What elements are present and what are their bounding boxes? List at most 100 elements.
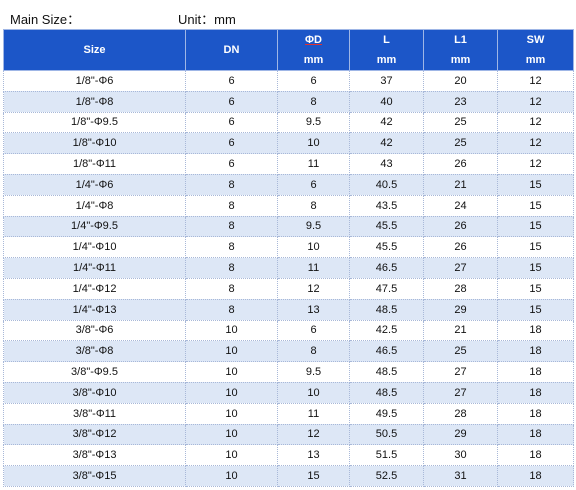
cell-l1: 30 — [423, 444, 498, 467]
cell-sw: 15 — [497, 299, 574, 321]
cell-l1: 21 — [423, 320, 498, 342]
cell-size: 3/8"-Φ12 — [3, 424, 186, 446]
cell-sw: 18 — [497, 465, 574, 487]
cell-l: 40.5 — [349, 174, 424, 196]
cell-dn: 10 — [185, 340, 278, 363]
header-sw-unit: mm — [525, 54, 546, 66]
cell-l1: 27 — [423, 257, 498, 279]
cell-sw: 15 — [497, 236, 574, 259]
cell-l1: 21 — [423, 174, 498, 196]
table-row: 3/8"-Φ12 10 12 50.5 29 18 — [3, 424, 574, 446]
header-l1-label: L1 — [454, 34, 467, 46]
cell-sw: 15 — [497, 257, 574, 279]
cell-od: 12 — [277, 424, 350, 446]
cell-sw: 18 — [497, 424, 574, 446]
cell-od: 6 — [277, 320, 350, 342]
cell-l1: 28 — [423, 403, 498, 425]
header-od-unit: mm — [303, 54, 324, 66]
cell-dn: 8 — [185, 236, 278, 259]
table-row: 1/4"-Φ10 8 10 45.5 26 15 — [3, 236, 574, 259]
table-row: 1/4"-Φ9.5 8 9.5 45.5 26 15 — [3, 216, 574, 238]
cell-dn: 10 — [185, 382, 278, 404]
table-row: 1/8"-Φ11 6 11 43 26 12 — [3, 153, 574, 175]
cell-l: 49.5 — [349, 403, 424, 425]
table-caption: Main Size： Unit：mm — [10, 9, 570, 27]
table-row: 3/8"-Φ15 10 15 52.5 31 18 — [3, 465, 574, 487]
cell-dn: 8 — [185, 195, 278, 217]
cell-l: 51.5 — [349, 444, 424, 467]
cell-od: 6 — [277, 70, 350, 92]
cell-sw: 18 — [497, 340, 574, 363]
cell-l: 45.5 — [349, 236, 424, 259]
header-size-label: Size — [83, 44, 106, 56]
cell-od: 11 — [277, 257, 350, 279]
cell-size: 1/4"-Φ13 — [3, 299, 186, 321]
cell-l: 42.5 — [349, 320, 424, 342]
cell-l: 50.5 — [349, 424, 424, 446]
cell-size: 3/8"-Φ13 — [3, 444, 186, 467]
cell-sw: 18 — [497, 403, 574, 425]
cell-l: 42 — [349, 132, 424, 155]
cell-dn: 6 — [185, 153, 278, 175]
cell-l1: 29 — [423, 299, 498, 321]
cell-l: 43.5 — [349, 195, 424, 217]
table-row: 1/8"-Φ6 6 6 37 20 12 — [3, 70, 574, 92]
cell-l: 45.5 — [349, 216, 424, 238]
cell-dn: 10 — [185, 465, 278, 487]
cell-l: 46.5 — [349, 257, 424, 279]
cell-dn: 10 — [185, 424, 278, 446]
table-row: 1/4"-Φ6 8 6 40.5 21 15 — [3, 174, 574, 196]
cell-dn: 6 — [185, 132, 278, 155]
header-l1: L1 mm — [423, 29, 498, 71]
cell-od: 11 — [277, 403, 350, 425]
cell-od: 6 — [277, 174, 350, 196]
cell-od: 13 — [277, 444, 350, 467]
table-header-row: Size DN ΦD mm L mm L1 mm SW mm — [3, 29, 574, 71]
cell-od: 9.5 — [277, 216, 350, 238]
header-l-label: L — [383, 34, 390, 46]
cell-size: 3/8"-Φ6 — [3, 320, 186, 342]
cell-sw: 15 — [497, 216, 574, 238]
cell-size: 3/8"-Φ8 — [3, 340, 186, 363]
cell-l: 48.5 — [349, 361, 424, 383]
cell-size: 1/4"-Φ10 — [3, 236, 186, 259]
header-od: ΦD mm — [277, 29, 350, 71]
cell-l1: 31 — [423, 465, 498, 487]
table-row: 3/8"-Φ9.5 10 9.5 48.5 27 18 — [3, 361, 574, 383]
cell-l1: 29 — [423, 424, 498, 446]
spec-table: Size DN ΦD mm L mm L1 mm SW mm 1/8"-Φ6 6 6… — [3, 29, 574, 487]
cell-dn: 8 — [185, 299, 278, 321]
table-row: 1/4"-Φ12 8 12 47.5 28 15 — [3, 278, 574, 300]
cell-sw: 12 — [497, 91, 574, 113]
cell-size: 1/8"-Φ6 — [3, 70, 186, 92]
cell-od: 8 — [277, 340, 350, 363]
cell-l1: 27 — [423, 382, 498, 404]
header-size: Size — [3, 29, 186, 71]
cell-dn: 8 — [185, 278, 278, 300]
header-dn: DN — [185, 29, 278, 71]
cell-dn: 6 — [185, 91, 278, 113]
cell-od: 9.5 — [277, 361, 350, 383]
header-od-label: ΦD — [305, 34, 322, 46]
cell-size: 1/8"-Φ9.5 — [3, 112, 186, 134]
cell-size: 1/4"-Φ6 — [3, 174, 186, 196]
header-sw: SW mm — [497, 29, 574, 71]
cell-sw: 18 — [497, 361, 574, 383]
cell-sw: 12 — [497, 153, 574, 175]
cell-dn: 10 — [185, 403, 278, 425]
cell-od: 10 — [277, 132, 350, 155]
table-row: 1/4"-Φ13 8 13 48.5 29 15 — [3, 299, 574, 321]
cell-sw: 12 — [497, 70, 574, 92]
cell-l1: 20 — [423, 70, 498, 92]
cell-l1: 25 — [423, 132, 498, 155]
table-row: 3/8"-Φ10 10 10 48.5 27 18 — [3, 382, 574, 404]
cell-l: 48.5 — [349, 382, 424, 404]
table-row: 1/8"-Φ10 6 10 42 25 12 — [3, 132, 574, 155]
table-row: 3/8"-Φ13 10 13 51.5 30 18 — [3, 444, 574, 467]
cell-od: 10 — [277, 236, 350, 259]
cell-size: 3/8"-Φ10 — [3, 382, 186, 404]
table-row: 3/8"-Φ6 10 6 42.5 21 18 — [3, 320, 574, 342]
cell-l1: 23 — [423, 91, 498, 113]
cell-od: 13 — [277, 299, 350, 321]
cell-l1: 28 — [423, 278, 498, 300]
